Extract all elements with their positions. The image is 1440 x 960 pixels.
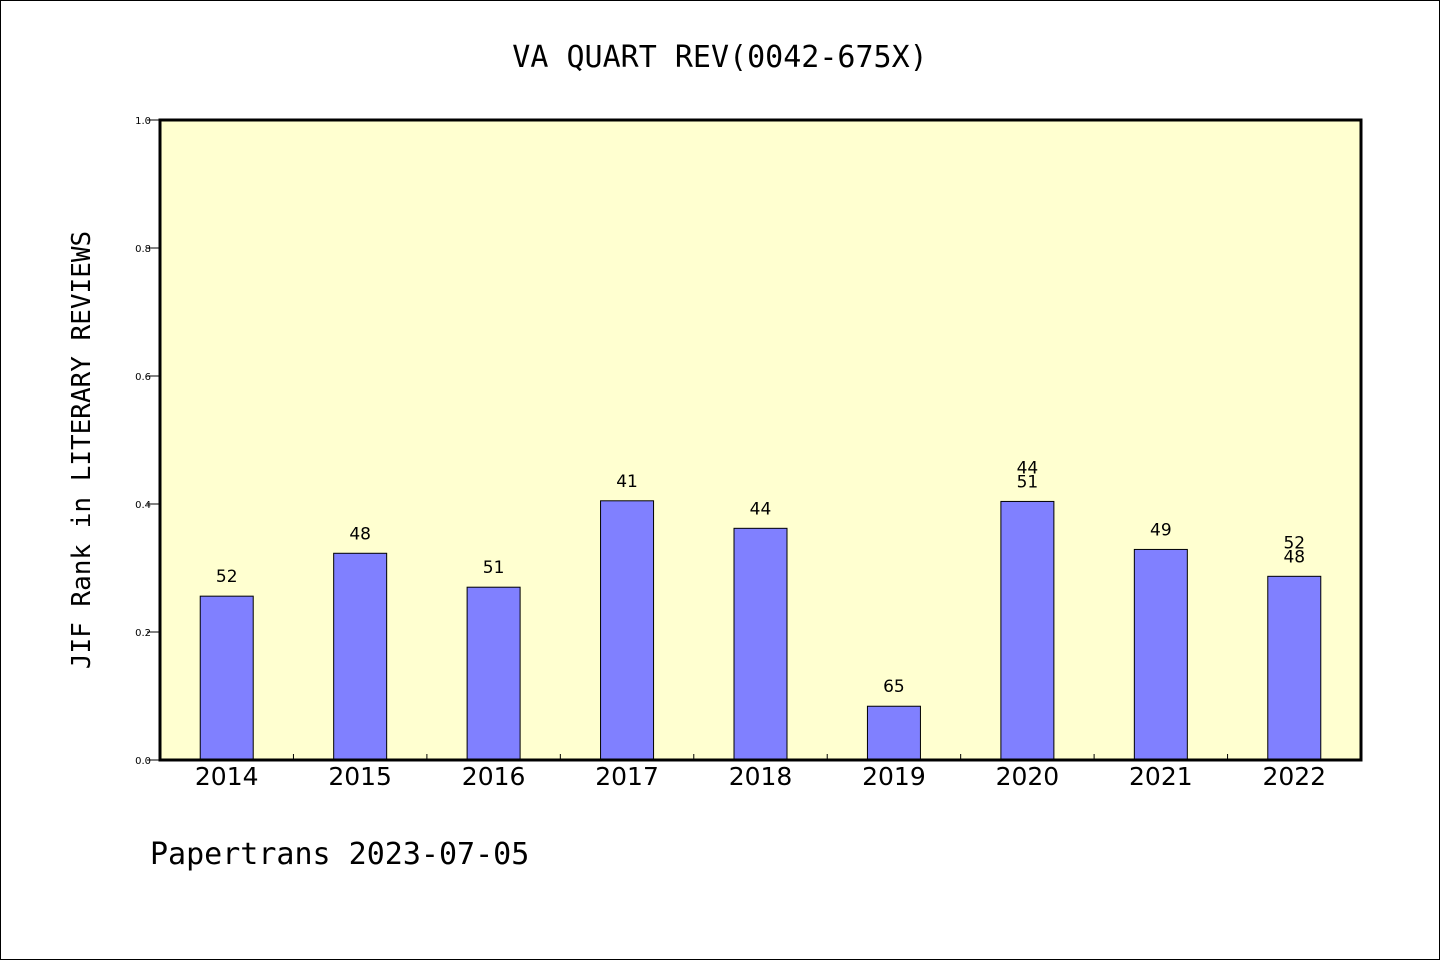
bar-2020 bbox=[1000, 500, 1055, 761]
x-tick-label: 2014 bbox=[195, 762, 259, 791]
bar-data-label: 48 bbox=[349, 524, 371, 544]
bar-data-label: 44 bbox=[750, 499, 772, 519]
x-tick-label: 2016 bbox=[462, 762, 526, 791]
x-tick-label: 2022 bbox=[1262, 762, 1326, 791]
plot-border bbox=[158, 118, 1363, 762]
bar-data-label: 44 bbox=[1017, 458, 1039, 478]
bar-2016 bbox=[466, 586, 521, 761]
y-tick-label: 0.6 bbox=[135, 372, 151, 383]
x-tick-label: 2021 bbox=[1129, 762, 1193, 791]
x-tick-label: 2015 bbox=[328, 762, 392, 791]
y-tick-label: 1.0 bbox=[135, 116, 151, 127]
x-tick-label: 2018 bbox=[729, 762, 793, 791]
bar-data-label: 51 bbox=[1017, 472, 1039, 492]
bar-2018 bbox=[733, 527, 788, 761]
bar-2021 bbox=[1133, 548, 1188, 761]
bar-2015 bbox=[333, 552, 388, 761]
bar-data-label: 65 bbox=[883, 677, 905, 697]
y-tick-label: 0.8 bbox=[135, 244, 151, 255]
footer-credit: Papertrans 2023-07-05 bbox=[150, 837, 529, 872]
bar-2017 bbox=[600, 500, 655, 761]
bar-data-label: 49 bbox=[1150, 520, 1172, 540]
bar-data-label: 52 bbox=[1283, 533, 1305, 553]
x-tick-label: 2020 bbox=[996, 762, 1060, 791]
y-tick-label: 0.4 bbox=[135, 500, 151, 511]
y-tick-label: 0.2 bbox=[135, 628, 151, 639]
y-tick-label: 0.0 bbox=[135, 756, 151, 767]
bar-data-label: 52 bbox=[216, 567, 238, 587]
bar-data-label: 51 bbox=[483, 558, 505, 578]
y-axis-ticks: 0.0 0.2 0.4 0.6 0.8 1.0 bbox=[135, 116, 160, 767]
bar-2014 bbox=[199, 595, 254, 761]
bar-data-label: 41 bbox=[616, 472, 638, 492]
chart-title: VA QUART REV(0042-675X) bbox=[512, 40, 927, 75]
x-tick-label: 2019 bbox=[862, 762, 926, 791]
x-axis-ticks: 2014 2015 2016 2017 2018 2019 2020 2021 2022 bbox=[195, 754, 1326, 791]
y-axis-label: JIF Rank in LITERARY REVIEWS bbox=[67, 231, 97, 669]
bar-2022 bbox=[1267, 575, 1322, 761]
bar-2019 bbox=[866, 705, 921, 761]
x-tick-label: 2017 bbox=[595, 762, 659, 791]
bar-data-label: 48 bbox=[1283, 547, 1305, 567]
